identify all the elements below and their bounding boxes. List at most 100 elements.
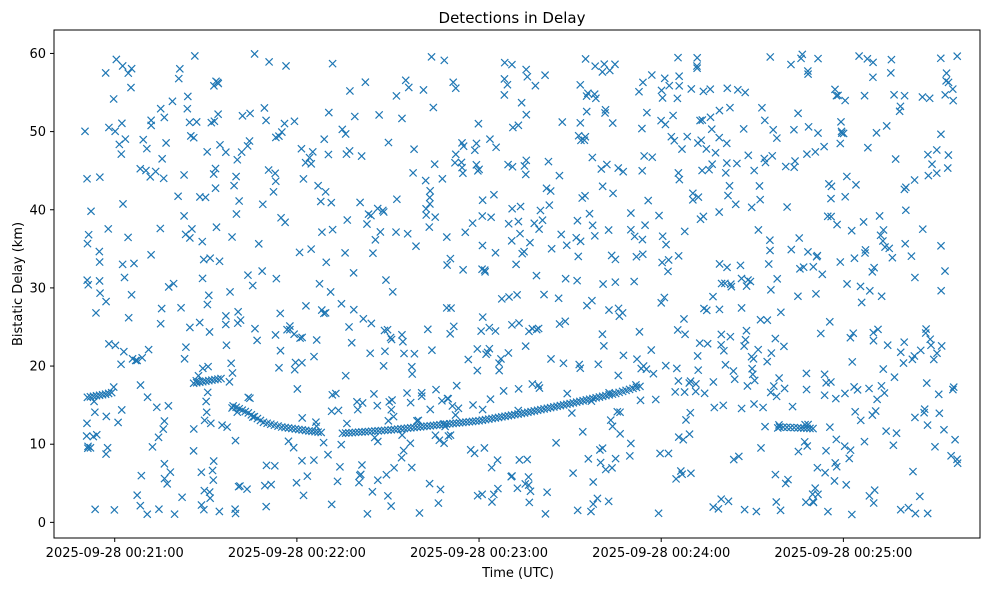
scatter-point (910, 273, 919, 282)
scatter-point (869, 328, 878, 337)
scatter-point (436, 485, 445, 494)
scatter-point (727, 282, 736, 291)
scatter-point (414, 416, 423, 425)
scatter-point (287, 424, 296, 433)
scatter-point (103, 443, 112, 452)
scatter-point (368, 487, 377, 496)
scatter-point (853, 385, 862, 394)
scatter-point (804, 70, 813, 79)
scatter-point (86, 443, 95, 452)
scatter-point (800, 437, 809, 446)
scatter-point (117, 405, 126, 414)
scatter-point (842, 480, 851, 489)
scatter-point (604, 226, 613, 235)
scatter-point (407, 463, 416, 472)
scatter-point (91, 505, 100, 514)
scatter-point (707, 125, 716, 134)
scatter-point (138, 353, 147, 362)
scatter-point (478, 211, 487, 221)
scatter-point (756, 195, 765, 204)
scatter-point (667, 132, 676, 141)
scatter-point (317, 428, 326, 437)
scatter-point (364, 427, 373, 436)
scatter-point (686, 377, 695, 386)
scatter-point (756, 315, 765, 324)
scatter-point (398, 431, 407, 440)
scatter-point (530, 219, 539, 228)
scatter-point (357, 460, 366, 470)
scatter-point (715, 259, 724, 268)
scatter-point (406, 398, 415, 407)
scatter-point (397, 330, 406, 339)
scatter-point (836, 117, 845, 126)
scatter-point (942, 76, 951, 85)
scatter-point (84, 442, 93, 451)
scatter-point (865, 491, 874, 500)
scatter-point (289, 443, 298, 452)
scatter-point (636, 396, 645, 405)
scatter-point (699, 212, 708, 221)
scatter-point (243, 141, 252, 150)
scatter-point (298, 425, 307, 434)
scatter-point (630, 232, 639, 241)
scatter-point (605, 388, 614, 397)
scatter-point (270, 461, 279, 470)
scatter-point (654, 509, 663, 518)
scatter-point (675, 72, 684, 81)
scatter-point (611, 278, 620, 287)
scatter-point (102, 412, 111, 421)
scatter-point (83, 444, 92, 453)
scatter-point (613, 407, 622, 416)
scatter-point (492, 143, 501, 152)
scatter-point (601, 105, 610, 114)
scatter-point (841, 192, 850, 201)
scatter-point (680, 388, 689, 397)
scatter-point (610, 60, 619, 69)
scatter-point (499, 386, 508, 395)
scatter-point (813, 490, 823, 499)
scatter-point (656, 449, 665, 458)
y-axis: 0 10 20 30 40 50 60 (29, 47, 54, 531)
scatter-point (588, 221, 597, 230)
scatter-point (238, 111, 247, 120)
scatter-point (233, 155, 242, 164)
scatter-point (185, 118, 194, 127)
scatter-point (739, 124, 748, 133)
scatter-point (349, 268, 358, 277)
scatter-point (717, 340, 726, 349)
scatter-point (759, 403, 768, 412)
scatter-point (900, 91, 909, 100)
scatter-point (254, 239, 263, 248)
scatter-point (642, 108, 651, 117)
scatter-point (398, 337, 407, 346)
scatter-point (387, 335, 396, 344)
scatter-point (379, 361, 388, 370)
scatter-point (826, 377, 835, 387)
scatter-point (411, 242, 421, 251)
scatter-point (486, 395, 495, 404)
scatter-point (276, 346, 285, 355)
scatter-point (868, 267, 877, 276)
scatter-point (796, 423, 805, 432)
scatter-point (808, 424, 818, 433)
scatter-point (660, 74, 669, 83)
scatter-point (202, 397, 211, 406)
scatter-point (104, 389, 113, 398)
scatter-point (944, 151, 953, 160)
scatter-point (631, 380, 640, 389)
scatter-point (507, 320, 516, 329)
scatter-point (736, 261, 745, 270)
scatter-point (459, 265, 468, 274)
scatter-point (432, 385, 441, 394)
scatter-point (218, 421, 227, 430)
scatter-point (923, 421, 932, 430)
scatter-point (91, 308, 101, 317)
scatter-point (382, 470, 391, 479)
scatter-point (558, 118, 567, 127)
scatter-point (687, 84, 696, 93)
scatter-point (581, 54, 590, 63)
scatter-point (204, 362, 213, 371)
scatter-point (349, 305, 358, 314)
scatter-point (763, 316, 772, 325)
scatter-point (370, 427, 379, 436)
